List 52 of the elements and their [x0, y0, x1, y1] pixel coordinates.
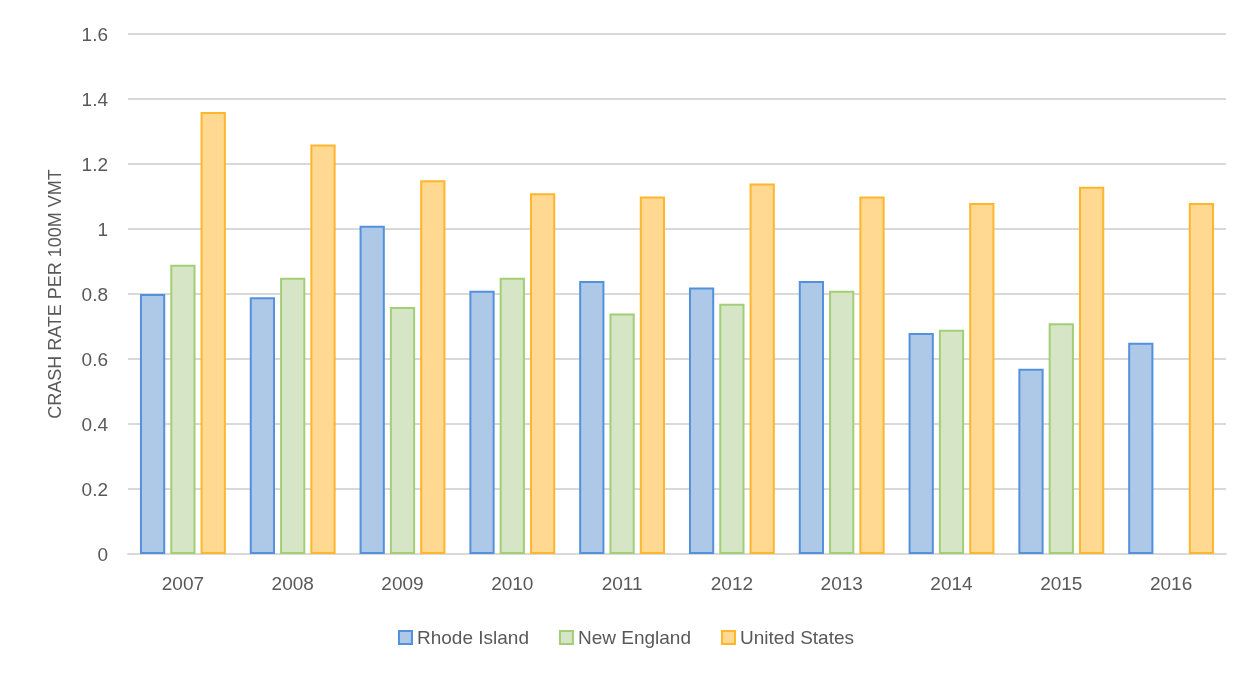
- bar: [688, 287, 715, 554]
- bar: [908, 333, 934, 554]
- bar: [719, 303, 745, 554]
- legend-label: United States: [739, 627, 855, 648]
- bar: [1078, 186, 1105, 554]
- bar: [469, 290, 495, 554]
- y-tick-label: 0: [97, 543, 108, 565]
- bar: [1018, 368, 1044, 554]
- bar: [170, 264, 196, 554]
- bar: [1188, 203, 1215, 554]
- y-tick-label: 0.8: [81, 283, 108, 305]
- bar: [798, 281, 825, 554]
- x-tick-label: 2011: [601, 573, 643, 594]
- y-tick-label: 0.4: [81, 413, 109, 435]
- bar: [938, 329, 965, 554]
- x-tick-label: 2016: [1149, 573, 1193, 594]
- y-tick-label: 0.2: [81, 478, 108, 500]
- x-tick-label: 2013: [820, 573, 863, 594]
- legend-label: Rhode Island: [416, 627, 529, 648]
- bar: [420, 180, 446, 554]
- legend-label: New England: [577, 627, 691, 648]
- bar: [200, 112, 226, 554]
- bar: [389, 307, 416, 554]
- x-tick-label: 2008: [271, 573, 314, 594]
- bar: [639, 196, 666, 554]
- bar: [249, 297, 276, 554]
- bar: [829, 290, 855, 554]
- x-tick-label: 2009: [381, 573, 424, 594]
- bar: [310, 144, 336, 554]
- bar: [969, 203, 995, 554]
- y-tick-label: 0.6: [81, 348, 108, 370]
- bar: [579, 281, 605, 554]
- bar: [1128, 342, 1154, 554]
- bar: [749, 183, 775, 554]
- x-tick-label: 2012: [710, 573, 754, 594]
- y-tick-label: 1.2: [81, 153, 108, 175]
- y-tick-label: 1.4: [81, 88, 109, 110]
- bar: [499, 277, 525, 554]
- x-tick-label: 2014: [930, 573, 974, 594]
- bar: [139, 294, 166, 554]
- bar: [859, 196, 885, 554]
- bar: [280, 277, 306, 554]
- bar: [609, 313, 635, 554]
- bar: [1048, 323, 1074, 554]
- y-tick-label: 1.6: [81, 23, 108, 45]
- bar: [359, 225, 385, 554]
- y-axis-title: CRASH RATE PER 100M VMT: [45, 169, 65, 419]
- y-tick-label: 1: [97, 218, 108, 240]
- bar: [529, 193, 556, 554]
- x-tick-label: 2015: [1040, 573, 1083, 594]
- x-tick-label: 2007: [161, 573, 205, 594]
- x-tick-label: 2010: [491, 573, 534, 594]
